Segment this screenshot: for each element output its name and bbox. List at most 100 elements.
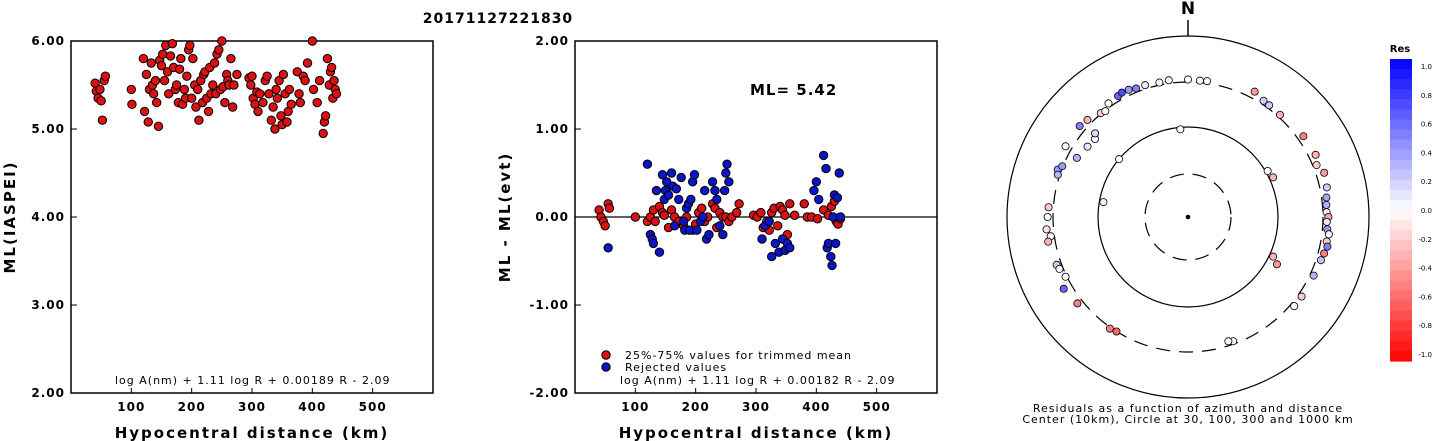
- azimuth-residual-point: [1061, 142, 1070, 151]
- panel-1-x-ticks: 100 200 300 400 500: [117, 388, 386, 414]
- rejected-residual-point: [814, 194, 824, 205]
- ml-point: [247, 71, 257, 81]
- ml-point: [217, 36, 227, 46]
- azimuth-residual-point: [1115, 155, 1124, 164]
- y-tick-label: 0.00: [535, 210, 569, 224]
- rejected-residual-point: [692, 225, 702, 235]
- rejected-residual-point: [827, 260, 837, 271]
- ml-point: [179, 84, 190, 95]
- azimuth-residual-point: [1117, 88, 1126, 97]
- colorbar-segment: [1390, 119, 1412, 131]
- azimuth-residual-point: [1322, 217, 1331, 226]
- legend-label-rejected: Rejected values: [625, 361, 727, 374]
- ml-point: [139, 106, 150, 117]
- ml-point: [322, 53, 333, 64]
- azimuth-residual-point: [1112, 327, 1121, 336]
- ml-point: [300, 75, 310, 86]
- ml-point: [182, 71, 192, 81]
- ml-point: [268, 102, 278, 112]
- colorbar-segment: [1390, 189, 1412, 201]
- y-tick-label: 2.00: [31, 386, 65, 400]
- x-tick-label: 200: [682, 400, 710, 414]
- y-tick-label: 5.00: [31, 122, 65, 136]
- rejected-residual-point: [678, 216, 689, 227]
- colorbar-segment: [1390, 199, 1412, 211]
- ml-point: [171, 80, 182, 90]
- ml-point: [270, 124, 280, 134]
- colorbar-segment: [1390, 290, 1412, 302]
- accepted-residual-point: [650, 216, 660, 227]
- ml-point: [148, 89, 159, 99]
- panel-2-y-ticks: -2.00 -1.00 0.00 1.00 2.00: [529, 34, 581, 400]
- azimuth-residual-point: [1101, 107, 1110, 116]
- azimuth-residual-point: [1104, 99, 1113, 108]
- ml-point: [278, 69, 289, 80]
- colorbar-tick-label: 0.8: [1421, 92, 1432, 100]
- ml-point: [126, 84, 137, 95]
- colorbar-tick-label: 0.6: [1421, 121, 1433, 129]
- ml-point: [146, 58, 156, 68]
- panel-1-y-ticks: 2.00 3.00 4.00 5.00 6.00: [31, 34, 77, 400]
- ml-point: [174, 64, 185, 74]
- rejected-residual-point: [835, 212, 846, 222]
- azimuth-residual-point: [1250, 87, 1259, 96]
- figure-title: 20171127221830: [423, 11, 573, 27]
- rejected-residual-point: [830, 238, 841, 249]
- azimuth-residual-point: [1091, 129, 1100, 138]
- accepted-residual-point: [604, 203, 615, 213]
- azimuth-residual-point: [1055, 264, 1064, 273]
- colorbar-segment: [1390, 240, 1412, 251]
- ml-point: [307, 36, 318, 46]
- circle-1000km: [1006, 35, 1370, 399]
- ml-point: [271, 84, 281, 95]
- azimuth-residual-point: [1058, 162, 1067, 171]
- colorbar-tick-label: 0.0: [1421, 207, 1432, 215]
- colorbar-segment: [1390, 139, 1412, 151]
- colorbar-tick-label: -0.8: [1418, 322, 1432, 330]
- azimuth-residual-point: [1073, 299, 1082, 308]
- azimuth-residual-point: [1311, 150, 1320, 159]
- colorbar-segment: [1390, 350, 1412, 362]
- ml-point: [227, 102, 238, 112]
- y-tick-label: 1.00: [535, 122, 569, 136]
- ml-point: [153, 121, 164, 132]
- azimuth-residual-point: [1141, 81, 1150, 90]
- accepted-residual-point: [785, 199, 795, 209]
- rejected-residual-point: [686, 194, 696, 205]
- colorbar-segment: [1390, 89, 1412, 100]
- azimuth-residual-point: [1269, 252, 1278, 261]
- colorbar-segment: [1390, 79, 1412, 90]
- azimuth-residual-point: [1043, 212, 1052, 221]
- azimuth-residual-point: [1309, 271, 1318, 280]
- colorbar-segment: [1390, 169, 1412, 181]
- ml-point: [188, 53, 198, 64]
- azimuth-residual-point: [1320, 168, 1329, 177]
- ml-point: [276, 111, 286, 121]
- colorbar-tick-label: 0.4: [1421, 149, 1433, 157]
- panel-2: 100 200 300 400 500 -2.00 -1.00 0.00 1.00 2.00 M…: [496, 34, 938, 441]
- accepted-residual-point: [734, 199, 744, 209]
- x-tick-label: 500: [863, 400, 891, 414]
- colorbar: [1390, 59, 1412, 362]
- rejected-residual-point: [669, 221, 680, 231]
- colorbar-segment: [1390, 129, 1412, 141]
- legend-marker-rejected: [601, 362, 611, 372]
- panel-2-x-ticks: 100 200 300 400 500: [621, 388, 890, 414]
- ml-point: [191, 102, 201, 112]
- ml-point: [150, 75, 161, 86]
- ml-point: [167, 38, 178, 49]
- circle-100km: [1097, 126, 1279, 308]
- ml-point: [143, 117, 153, 127]
- azimuth-residual-point: [1203, 77, 1212, 86]
- ml-point: [164, 89, 174, 99]
- colorbar-tick-label: 1.0: [1421, 63, 1432, 71]
- rejected-residual-point: [704, 229, 714, 240]
- azimuth-residual-point: [1105, 324, 1114, 333]
- rejected-residual-point: [676, 172, 686, 183]
- ml-point: [100, 71, 111, 81]
- azimuth-residual-point: [1083, 142, 1092, 151]
- colorbar-segment: [1390, 230, 1412, 241]
- rejected-residual-point: [834, 168, 844, 178]
- y-tick-label: 3.00: [31, 298, 65, 312]
- colorbar-tick-label: 0.2: [1421, 178, 1432, 186]
